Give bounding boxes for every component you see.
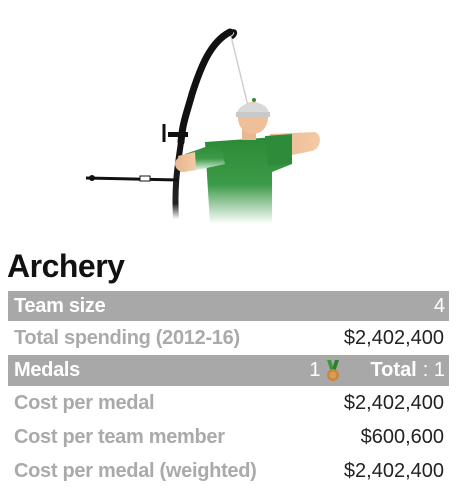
team-size-row: Team size 4 [8,291,449,321]
total-medals-value: : 1 [422,359,445,381]
archer-icon [85,28,320,224]
total-spending-row: Total spending (2012-16) $2,402,400 [8,321,449,355]
team-size-label: Team size [14,294,106,317]
total-spending-value: $2,402,400 [343,326,444,349]
cost-per-medal-value: $2,402,400 [343,391,444,414]
medals-summary: 1 Total: 1 [309,359,449,382]
stats-table: Team size 4 Total spending (2012-16) $2,… [8,291,449,488]
cost-per-team-member-row: Cost per team member $600,600 [8,420,449,454]
medals-label: Medals [14,359,81,381]
total-spending-label: Total spending (2012-16) [14,326,240,349]
bronze-medal-icon [327,359,340,381]
bronze-medal-count: 1 [309,359,321,381]
team-size-value: 4 [433,294,445,317]
cost-per-medal-row: Cost per medal $2,402,400 [8,386,449,420]
cost-per-medal-weighted-label: Cost per medal (weighted) [14,459,257,482]
cost-per-team-member-label: Cost per team member [14,425,225,448]
medals-row: Medals 1 Total: 1 [8,355,449,386]
cost-per-medal-weighted-row: Cost per medal (weighted) $2,402,400 [8,454,449,488]
cost-per-medal-weighted-value: $2,402,400 [343,459,444,482]
sport-title: Archery [7,248,125,284]
cost-per-team-member-value: $600,600 [360,425,444,448]
total-medals-label: Total [370,359,417,381]
cost-per-medal-label: Cost per medal [14,391,155,414]
